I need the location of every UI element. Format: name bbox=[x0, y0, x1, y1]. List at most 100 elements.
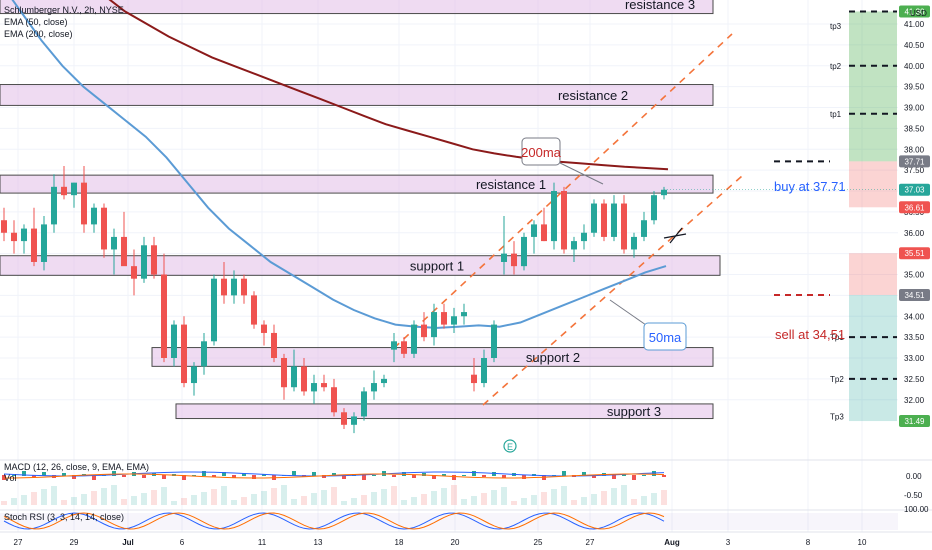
volume-bar bbox=[251, 494, 257, 505]
candle-body bbox=[231, 278, 237, 296]
chart-title: Schlumberger N.V., 2h, NYSE bbox=[4, 5, 124, 15]
volume-bar bbox=[51, 486, 57, 505]
volume-bar bbox=[11, 498, 17, 505]
earnings-marker[interactable]: E bbox=[503, 439, 517, 453]
volume-bar bbox=[151, 490, 157, 505]
candle-body bbox=[211, 278, 217, 342]
macd-histogram-bar bbox=[122, 475, 126, 477]
candle-body bbox=[591, 203, 597, 233]
volume-bar bbox=[271, 488, 277, 505]
volume-bar bbox=[581, 497, 587, 505]
candle-body bbox=[481, 358, 487, 384]
volume-bar bbox=[81, 494, 87, 505]
volume-bar bbox=[431, 491, 437, 505]
volume-bar bbox=[211, 489, 217, 505]
volume-bar bbox=[41, 489, 47, 505]
earnings-marker-text: E bbox=[507, 442, 513, 452]
sell-tp2-label: Tp2 bbox=[830, 375, 844, 384]
candle-body bbox=[331, 387, 337, 413]
price-badge bbox=[899, 5, 930, 18]
time-tick: 18 bbox=[395, 538, 404, 547]
sell-stop-loss-zone bbox=[849, 253, 897, 295]
price-tick: 40.50 bbox=[904, 41, 925, 50]
zone-resistance-3 bbox=[0, 0, 714, 15]
candle-body bbox=[321, 383, 327, 388]
volume-bar bbox=[1, 501, 7, 505]
volume-bar bbox=[161, 487, 167, 505]
volume-bar bbox=[631, 499, 637, 505]
volume-bar bbox=[571, 500, 577, 505]
candle-body bbox=[151, 245, 157, 275]
macd-histogram-bar bbox=[432, 475, 436, 479]
price-tick: 37.50 bbox=[904, 166, 925, 175]
time-tick: Aug bbox=[664, 538, 680, 547]
volume-bar bbox=[491, 490, 497, 505]
macd-histogram-bar bbox=[362, 475, 366, 480]
macd-histogram-bar bbox=[142, 475, 146, 478]
volume-bar bbox=[341, 501, 347, 505]
volume-bar bbox=[141, 493, 147, 505]
macd-histogram-bar bbox=[182, 475, 186, 480]
candle-body bbox=[261, 324, 267, 333]
channel-lower-line bbox=[482, 175, 743, 406]
candle-body bbox=[21, 228, 27, 242]
candle-body bbox=[361, 391, 367, 417]
macd-tick-zero: 0.00 bbox=[906, 472, 922, 481]
stoch-band bbox=[0, 513, 898, 530]
price-badge bbox=[899, 415, 930, 428]
candle-body bbox=[561, 191, 567, 250]
macd-histogram-bar bbox=[22, 471, 26, 476]
price-badges: 41.30 37.71 37.03 36.61 35.51 34.51 31.49 bbox=[899, 5, 930, 428]
time-tick: 27 bbox=[14, 538, 23, 547]
candle-body bbox=[551, 191, 557, 242]
price-badge-text: 37.03 bbox=[904, 186, 925, 195]
resistance-1-label: resistance 1 bbox=[476, 177, 546, 192]
volume-bar bbox=[201, 492, 207, 505]
price-badge-text: 35.51 bbox=[904, 249, 925, 258]
candle-body bbox=[201, 341, 207, 367]
ema200-line bbox=[108, 0, 669, 171]
ema200-legend: EMA (200, close) bbox=[4, 29, 73, 39]
volume-bar bbox=[641, 496, 647, 505]
macd-histogram-bar bbox=[222, 472, 226, 476]
candle-body bbox=[541, 224, 547, 242]
candle-body bbox=[461, 312, 467, 317]
volume-bar bbox=[371, 492, 377, 505]
tp3-label: tp3 bbox=[830, 22, 842, 31]
price-tick: 32.50 bbox=[904, 375, 925, 384]
candle-body bbox=[61, 186, 67, 196]
candle-body bbox=[161, 274, 167, 358]
candle-body bbox=[311, 383, 317, 392]
price-channel bbox=[393, 33, 743, 406]
price-badge-text: 41.30 bbox=[904, 7, 925, 16]
macd-histogram-bar bbox=[472, 471, 476, 476]
candle-body bbox=[371, 383, 377, 392]
macd-histogram-bar bbox=[442, 474, 446, 476]
macd-histogram-bar bbox=[422, 473, 426, 476]
candle-body bbox=[431, 312, 437, 338]
volume-bar bbox=[261, 491, 267, 505]
sell-take-profit-zone bbox=[849, 294, 897, 422]
volume-bar bbox=[561, 486, 567, 505]
candle-body bbox=[1, 220, 7, 233]
volume-bar bbox=[291, 499, 297, 505]
price-badge bbox=[899, 183, 930, 196]
macd-histogram-bar bbox=[32, 475, 36, 477]
macd-signal-line bbox=[3, 473, 665, 479]
macd-histogram-bar bbox=[652, 471, 656, 476]
macd-histogram-bar bbox=[582, 472, 586, 476]
time-axis[interactable]: 27 29 Jul 6 11 13 18 20 25 27 Aug 3 8 10 bbox=[14, 538, 867, 547]
candle-body bbox=[281, 358, 287, 388]
zone-resistance-2 bbox=[0, 84, 714, 106]
macd-histogram-bar bbox=[262, 474, 266, 476]
resistance-3-label: resistance 3 bbox=[625, 0, 695, 12]
candle-body bbox=[191, 366, 197, 384]
volume-bar bbox=[381, 489, 387, 505]
price-tick: 33.50 bbox=[904, 333, 925, 342]
volume-bar bbox=[391, 486, 397, 505]
candle-body bbox=[301, 366, 307, 392]
time-tick: 13 bbox=[314, 538, 323, 547]
ma50-callout-text: 50ma bbox=[649, 330, 682, 345]
candle-body bbox=[521, 236, 527, 267]
